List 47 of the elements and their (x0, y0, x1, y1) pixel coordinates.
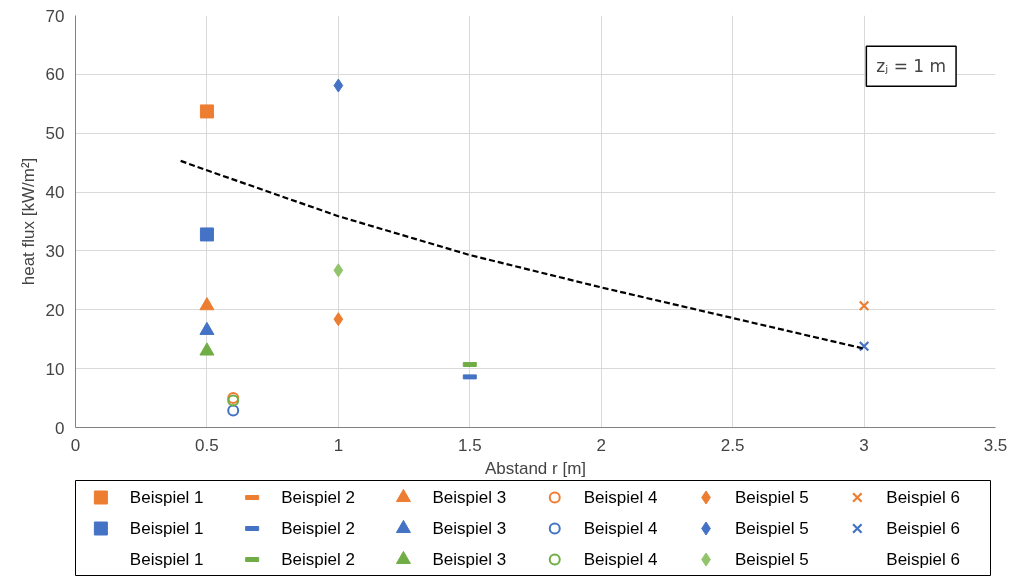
legend-label: Beispiel 3 (432, 550, 507, 569)
y-tick-label: 40 (45, 183, 65, 203)
legend-label: Beispiel 2 (281, 550, 355, 569)
annotation: zⱼ = 1 m (876, 56, 947, 77)
x-tick-label: 0.5 (195, 435, 219, 455)
y-tick-label: 10 (45, 359, 65, 379)
legend-label: Beispiel 2 (281, 519, 355, 538)
legend-label: Beispiel 5 (735, 519, 809, 538)
text: Beispiel 1 (129, 550, 204, 569)
point (858, 340, 870, 352)
legend-label: Beispiel 4 (583, 519, 658, 538)
y-tick-label: 60 (45, 65, 65, 85)
legend-label: Beispiel 2 (281, 488, 355, 507)
legend-label: Beispiel 5 (735, 488, 809, 507)
x-tick-label: 0 (70, 435, 81, 455)
legend-label: Beispiel 3 (432, 519, 507, 538)
point (199, 227, 214, 242)
line-series (179, 159, 866, 350)
point (333, 312, 344, 327)
legend-label: Beispiel 4 (583, 488, 658, 507)
y-tick-label: 50 (45, 124, 65, 144)
legend-label: Beispiel 6 (886, 488, 961, 507)
x-axis-title: Abstand r [m] (484, 458, 587, 478)
y-tick-label: 30 (45, 241, 65, 261)
point (199, 104, 214, 119)
legend-label: Beispiel 4 (583, 550, 658, 569)
text: Beispiel 6 (886, 550, 961, 569)
y-tick-label: 0 (55, 418, 65, 438)
point (333, 78, 344, 93)
x-tick-label: 1.5 (457, 435, 482, 455)
legend-label: Beispiel 3 (432, 488, 507, 507)
x-tick-label: 1 (333, 435, 344, 455)
x-tick-label: 3 (859, 435, 869, 455)
y-tick-label: 70 (45, 6, 65, 26)
point (333, 263, 344, 278)
legend-label: Beispiel 5 (735, 550, 809, 569)
legend-label: Beispiel 1 (129, 519, 204, 538)
x-tick-label: 3.5 (983, 435, 1008, 455)
legend-label: Beispiel 1 (129, 488, 204, 507)
x-tick-label: 2 (596, 435, 606, 455)
y-tick-label: 20 (45, 300, 65, 320)
y-axis-title: heat flux [kW/m²] (18, 157, 38, 286)
point (858, 300, 870, 312)
x-tick-label: 2.5 (720, 435, 745, 455)
legend-label: Beispiel 6 (886, 519, 961, 538)
point (199, 297, 215, 311)
point (227, 404, 240, 417)
